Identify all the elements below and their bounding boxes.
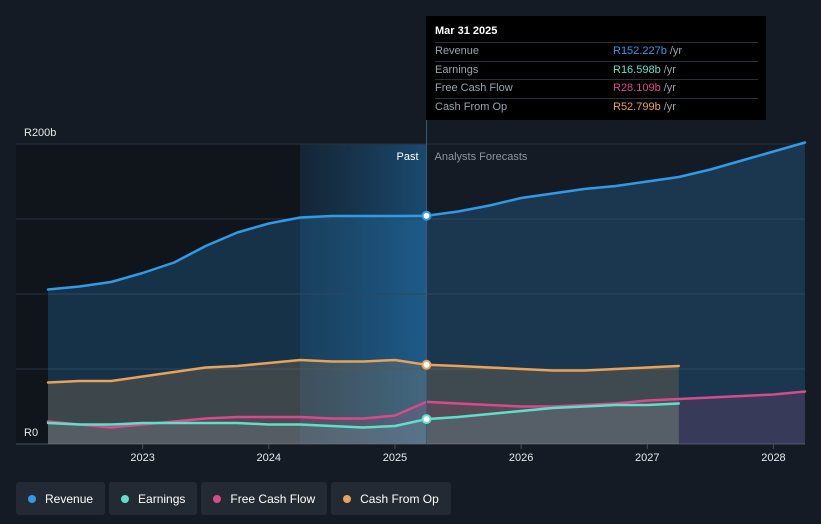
tooltip-label: Cash From Op [435,100,508,113]
tooltip-date: Mar 31 2025 [435,25,498,37]
series-line-cash-from-op [46,358,681,384]
marker-earnings [421,414,432,425]
marker-cash-from-op [421,359,432,370]
series-line-earnings [46,402,681,429]
legend-dot-icon [28,494,36,503]
y-axis-bottom-label: R0 [24,427,38,439]
legend-label: Free Cash Flow [230,491,316,506]
tooltip-label: Earnings [435,63,479,76]
legend-item-earnings[interactable]: Earnings [109,482,198,515]
x-tick-label: 2027 [635,452,659,464]
x-tick-label: 2028 [761,452,785,464]
legend-dot-icon [343,494,352,503]
tooltip: Mar 31 2025 Revenue R152.227b /yr Earnin… [426,16,766,120]
tooltip-value: R152.227b [613,45,667,57]
tooltip-unit: /yr [663,63,676,76]
legend-label: Earnings [138,491,186,506]
tooltip-unit: /yr [669,45,683,57]
grid-lines [16,143,805,445]
x-tick-label: 2024 [257,452,281,464]
tooltip-label: Free Cash Flow [435,82,513,94]
tooltip-row-free-cash-flow: Free Cash Flow R28.109b /yr [435,79,758,98]
y-axis-top-label: R200b [24,127,56,139]
legend-label: Cash From Op [360,491,439,506]
x-tick-label: 2025 [383,452,407,464]
legend-item-revenue[interactable]: Revenue [16,482,106,515]
tooltip-value: R16.598b [613,63,661,76]
legend-item-cash-from-op[interactable]: Cash From Op [331,482,451,515]
tooltip-row-revenue: Revenue R152.227b /yr [435,42,758,61]
forecast-label: Analysts Forecasts [435,151,528,163]
legend-dot-icon [121,494,130,503]
tooltip-unit: /yr [663,82,676,94]
series-area-earnings [48,403,679,444]
tooltip-unit: /yr [663,100,676,113]
chart-area: R200b R0 Past Analysts Forecasts 2023 202… [16,118,807,464]
legend: Revenue Earnings Free Cash Flow Cash Fro… [16,482,451,515]
x-tick-label: 2023 [130,452,154,464]
tooltip-value: R28.109b [613,82,661,94]
tooltip-row-cash-from-op: Cash From Op R52.799b /yr [435,97,758,117]
series-markers [421,210,432,425]
legend-dot-icon [213,494,222,503]
past-label: Past [396,151,418,163]
tooltip-label: Revenue [435,45,480,57]
tooltip-row-earnings: Earnings R16.598b /yr [435,60,758,80]
marker-revenue [421,210,432,221]
x-tick-label: 2026 [509,452,533,464]
legend-item-free-cash-flow[interactable]: Free Cash Flow [201,482,328,515]
legend-label: Revenue [45,491,94,506]
x-axis-ticks: 2023 2024 2025 2026 2027 2028 [130,444,786,464]
tooltip-value: R52.799b [613,100,661,113]
